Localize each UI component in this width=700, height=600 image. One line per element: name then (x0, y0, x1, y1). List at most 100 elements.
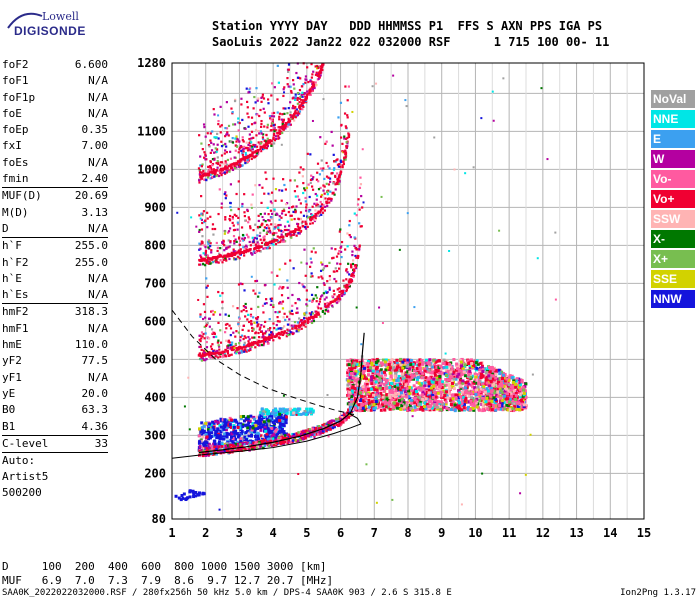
echo-point (270, 118, 273, 121)
echo-point (199, 430, 203, 434)
echo-point (207, 437, 211, 441)
echo-point (471, 374, 475, 378)
echo-point (245, 344, 249, 347)
echo-point (284, 415, 288, 419)
echo-point (247, 313, 250, 316)
echo-point (275, 333, 279, 336)
echo-point (277, 311, 280, 314)
echo-point (340, 240, 344, 244)
echo-point (200, 177, 203, 180)
echo-point (329, 428, 332, 431)
echo-point (322, 292, 325, 295)
echo-point (213, 175, 216, 178)
echo-point (255, 237, 259, 240)
echo-point (270, 82, 274, 85)
param-note: 500200 (2, 486, 42, 500)
echo-point (229, 425, 233, 429)
echo-point (406, 382, 410, 386)
echo-point (260, 201, 263, 205)
echo-point (264, 434, 268, 438)
echo-point (309, 435, 313, 438)
echo-point (217, 261, 220, 264)
echo-point (348, 283, 351, 286)
echo-point (219, 164, 222, 167)
echo-point (338, 423, 341, 426)
echo-point (213, 311, 217, 314)
echo-point (328, 303, 331, 306)
echo-point (224, 197, 227, 200)
echo-point (283, 228, 287, 232)
echo-point (220, 124, 223, 127)
echo-point (292, 433, 296, 436)
echo-point (334, 183, 337, 186)
echo-point (265, 133, 268, 137)
echo-point (322, 282, 326, 285)
echo-point (429, 393, 433, 397)
echo-point (224, 447, 228, 450)
echo-point (281, 423, 285, 427)
echo-point (305, 206, 308, 209)
echo-point (276, 432, 280, 436)
echo-point (238, 239, 242, 243)
echo-point (439, 373, 443, 377)
echo-point (215, 435, 219, 439)
echo-point (291, 432, 294, 436)
echo-point (199, 155, 202, 158)
echo-point (286, 220, 289, 223)
echo-point (211, 309, 214, 313)
echo-point (276, 320, 279, 323)
echo-point (242, 251, 245, 255)
echo-point (292, 267, 295, 270)
echo-point (272, 305, 275, 309)
echo-point (222, 445, 225, 448)
echo-point (219, 341, 223, 344)
echo-point (232, 425, 236, 429)
echo-point (240, 351, 243, 354)
echo-point (253, 247, 256, 251)
echo-point (286, 323, 290, 326)
param-label: B1 (2, 419, 16, 433)
echo-point (255, 446, 259, 450)
echo-point (359, 402, 363, 406)
echo-point (247, 335, 250, 339)
echo-point (256, 99, 259, 102)
echo-point (270, 94, 273, 97)
echo-point (338, 180, 341, 183)
echo-point (326, 304, 330, 308)
echo-point (243, 435, 247, 439)
echo-point (262, 446, 265, 450)
echo-point (282, 432, 286, 436)
echo-point (268, 229, 272, 232)
echo-point (326, 301, 329, 305)
echo-point (294, 97, 297, 100)
echo-point (287, 224, 291, 227)
echo-point (369, 408, 373, 412)
echo-point (270, 144, 273, 147)
echo-point (254, 292, 257, 295)
echo-point (198, 338, 201, 341)
echo-point (238, 146, 242, 149)
echo-point (228, 245, 231, 248)
echo-point (282, 94, 285, 98)
echo-point (298, 97, 302, 100)
echo-point (342, 293, 345, 296)
echo-point (207, 353, 211, 356)
echo-point (287, 334, 290, 337)
echo-point (240, 226, 244, 229)
echo-point (423, 360, 427, 364)
echo-point (230, 343, 233, 346)
echo-point (204, 444, 208, 448)
echo-point (423, 384, 427, 388)
echo-point (449, 372, 453, 376)
echo-point (271, 419, 275, 423)
echo-point (341, 164, 344, 167)
echo-point (428, 358, 432, 362)
echo-point (200, 195, 203, 198)
echo-point (246, 160, 249, 164)
param-row: fxI 7.00 (2, 138, 108, 154)
param-label: yF1 (2, 370, 22, 384)
echo-point (255, 321, 259, 324)
echo-point (350, 263, 353, 266)
echo-point (272, 243, 275, 246)
echo-point (336, 295, 340, 299)
